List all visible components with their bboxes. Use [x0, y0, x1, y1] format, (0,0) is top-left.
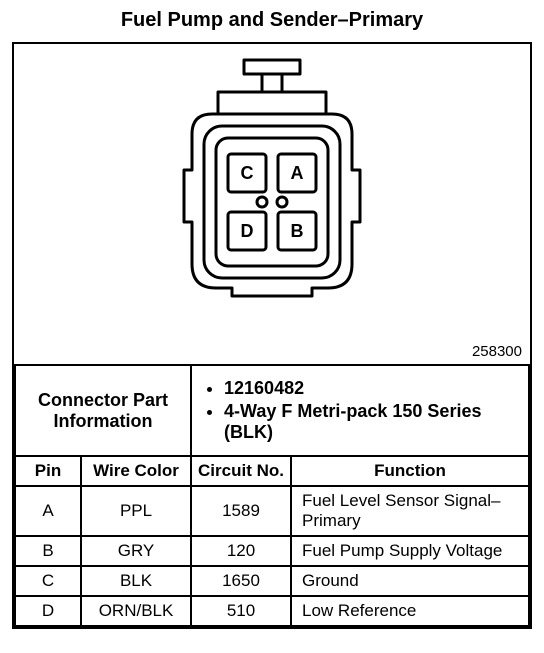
function-cell: Fuel Pump Supply Voltage: [291, 536, 529, 566]
table-row: A PPL 1589 Fuel Level Sensor Signal–Prim…: [15, 486, 529, 536]
part-number: 12160482: [224, 378, 520, 399]
cavity-label-d: D: [241, 221, 254, 241]
pin-table-header-row: Pin Wire Color Circuit No. Function: [15, 456, 529, 486]
pin-cell: D: [15, 596, 81, 626]
connector-part-info-label: Connector Part Information: [15, 365, 191, 456]
table-row: C BLK 1650 Ground: [15, 566, 529, 596]
col-header-pin: Pin: [15, 456, 81, 486]
function-cell: Low Reference: [291, 596, 529, 626]
wire-cell: PPL: [81, 486, 191, 536]
pin-cell: B: [15, 536, 81, 566]
pin-cell: A: [15, 486, 81, 536]
connector-part-info-values: 12160482 4-Way F Metri-pack 150 Series (…: [191, 365, 529, 456]
wire-cell: GRY: [81, 536, 191, 566]
reference-number: 258300: [472, 343, 522, 360]
table-row: D ORN/BLK 510 Low Reference: [15, 596, 529, 626]
col-header-circuit: Circuit No.: [191, 456, 291, 486]
pin-cell: C: [15, 566, 81, 596]
circuit-cell: 510: [191, 596, 291, 626]
connector-part-info-row: Connector Part Information 12160482 4-Wa…: [15, 365, 529, 456]
function-cell: Ground: [291, 566, 529, 596]
function-cell: Fuel Level Sensor Signal–Primary: [291, 486, 529, 536]
table-row: B GRY 120 Fuel Pump Supply Voltage: [15, 536, 529, 566]
circuit-cell: 1589: [191, 486, 291, 536]
wire-cell: BLK: [81, 566, 191, 596]
part-description: 4-Way F Metri-pack 150 Series (BLK): [224, 401, 520, 443]
cavity-label-c: C: [241, 163, 254, 183]
wire-cell: ORN/BLK: [81, 596, 191, 626]
col-header-function: Function: [291, 456, 529, 486]
page-title: Fuel Pump and Sender–Primary: [5, 9, 539, 32]
connector-diagram: C A D B: [162, 54, 382, 314]
circuit-cell: 1650: [191, 566, 291, 596]
cavity-label-a: A: [291, 163, 304, 183]
connector-info-table: Connector Part Information 12160482 4-Wa…: [14, 364, 530, 627]
cavity-label-b: B: [291, 221, 304, 241]
circuit-cell: 120: [191, 536, 291, 566]
col-header-wire: Wire Color: [81, 456, 191, 486]
connector-diagram-area: C A D B 258300: [14, 44, 530, 364]
spec-sheet-panel: C A D B 258300 Connector Part Informatio…: [12, 42, 532, 629]
